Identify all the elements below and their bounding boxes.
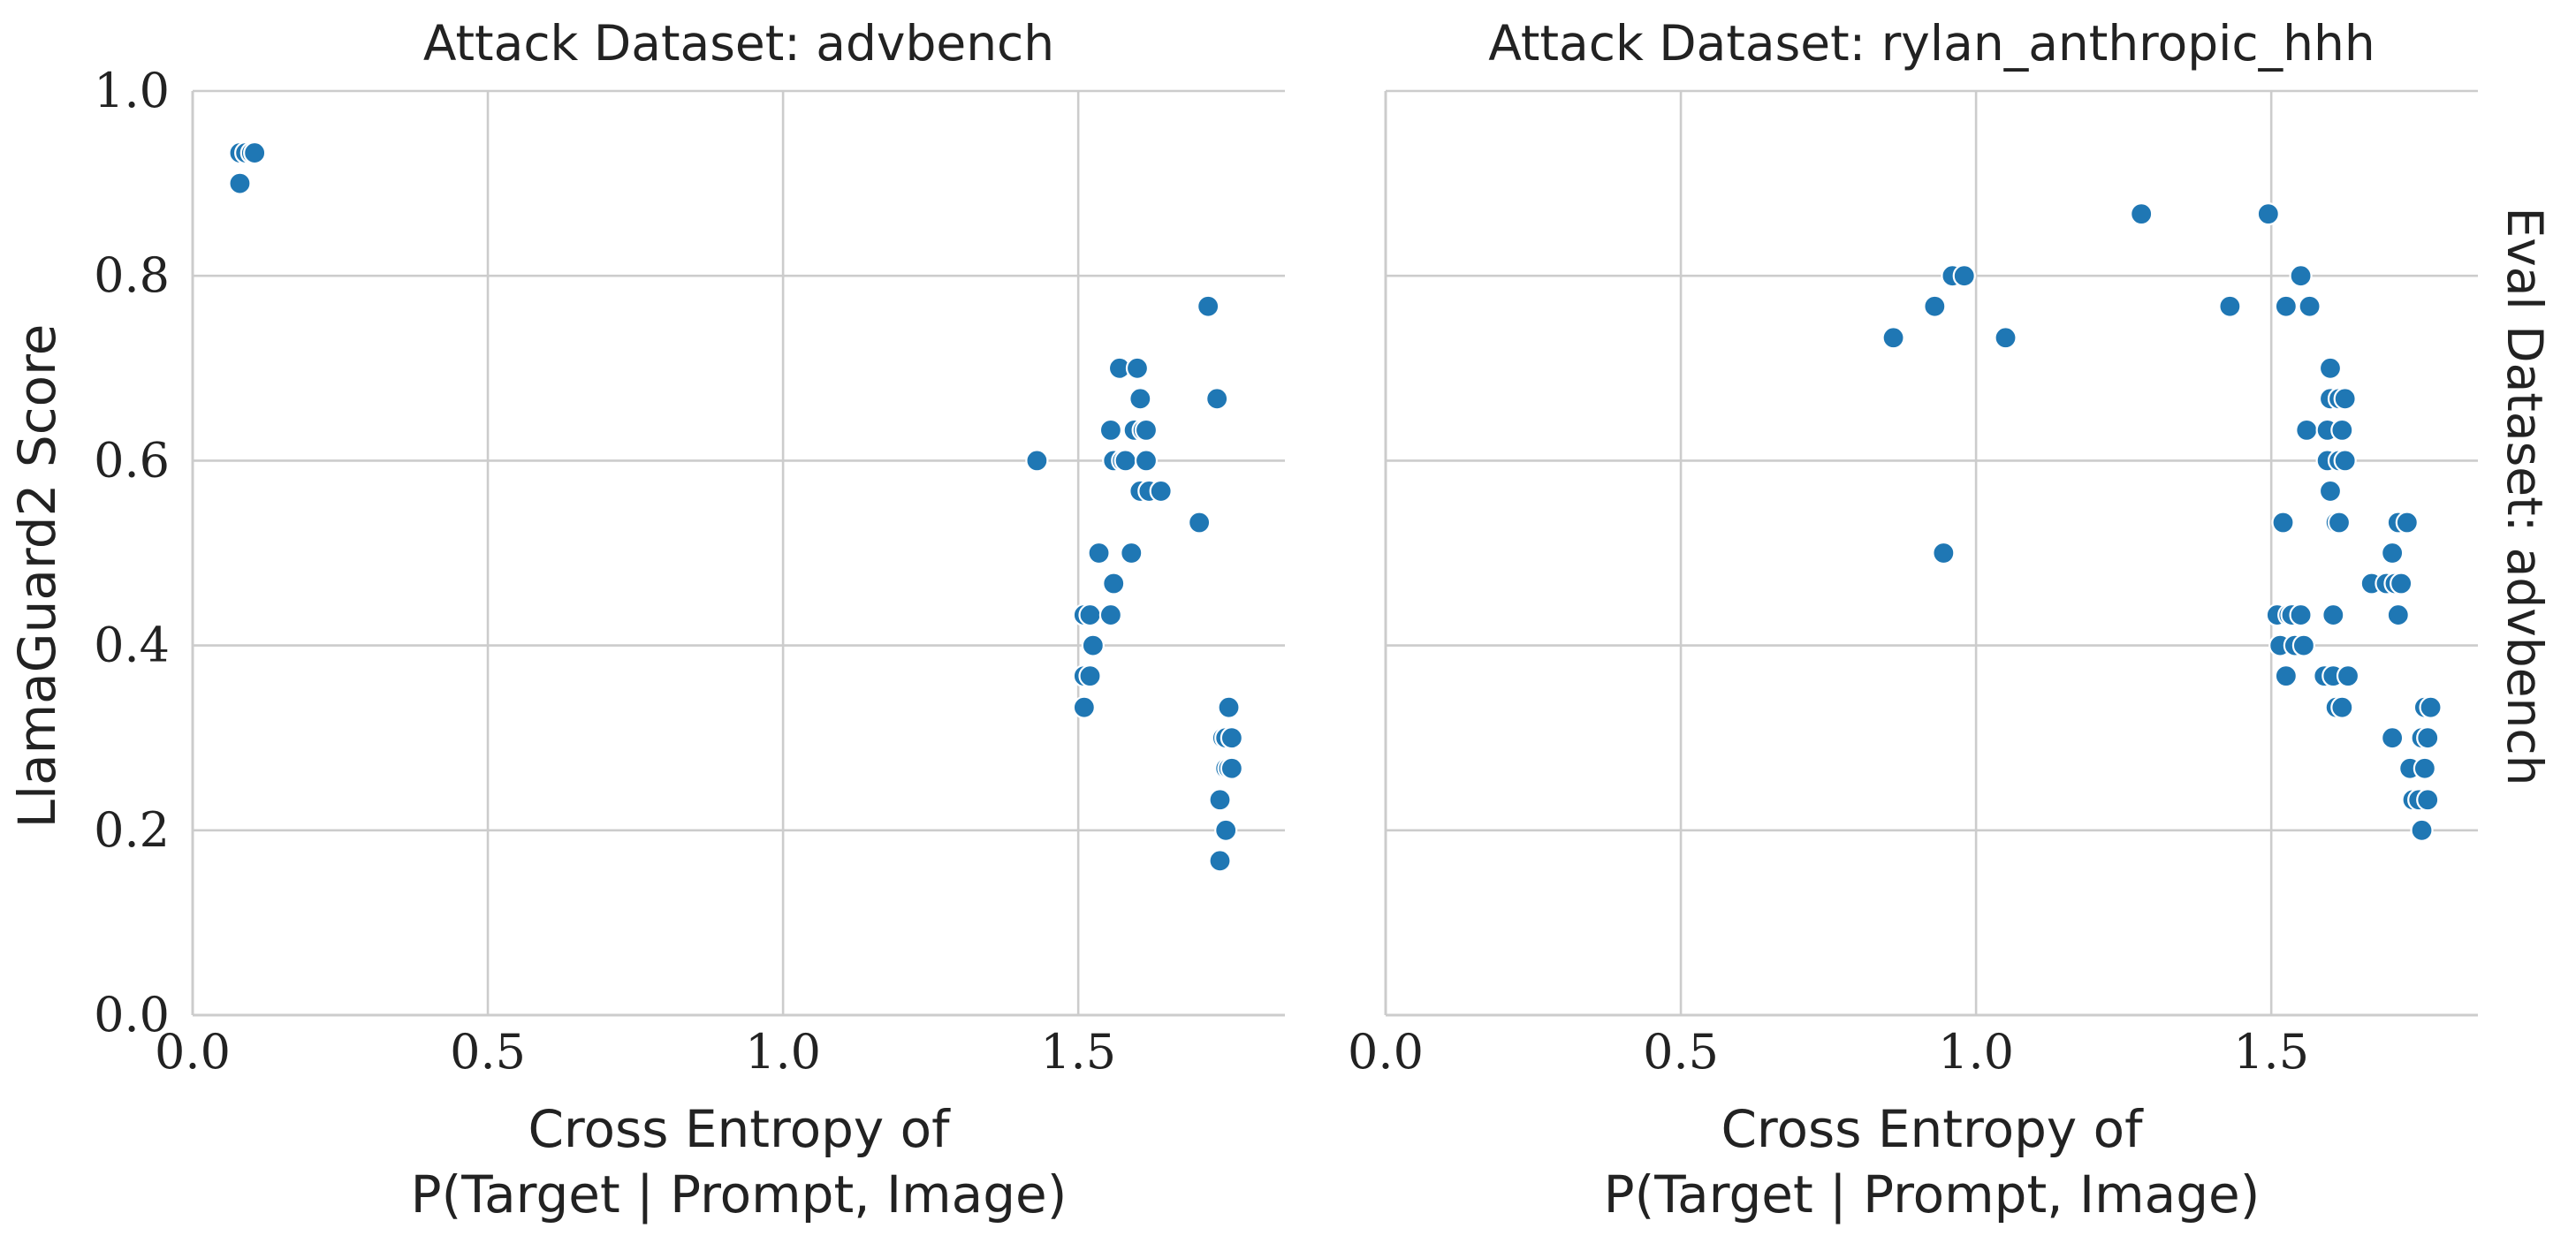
scatter-point: [1149, 479, 1173, 504]
right-x-axis-label-line1: Cross Entropy of: [1721, 1099, 2144, 1159]
scatter-point: [1125, 356, 1150, 380]
scatter-point: [1128, 387, 1152, 411]
scatter-point: [1098, 418, 1123, 442]
right-tick-labels: 0.0 0.5 1.0 1.5: [1348, 1024, 2309, 1080]
scatter-point: [1220, 726, 1243, 750]
scatter-point: [2271, 511, 2295, 535]
scatter-point: [2410, 818, 2434, 842]
x-tick-label: 1.5: [1040, 1024, 1116, 1080]
scatter-point: [1113, 449, 1137, 473]
scatter-point: [1098, 603, 1123, 627]
left-x-axis-label-line1: Cross Entropy of: [528, 1099, 951, 1159]
scatter-point: [1025, 449, 1049, 473]
y-tick-label: 0.4: [94, 618, 170, 673]
scatter-point: [2274, 664, 2298, 688]
y-tick-label: 0.6: [94, 432, 170, 488]
scatter-point: [2318, 479, 2343, 504]
scatter-point: [2381, 726, 2405, 750]
scatter-point: [1952, 264, 1976, 288]
right-x-axis-label-line2: P(Target | Prompt, Image): [1604, 1164, 2261, 1224]
left-panel-title: Attack Dataset: advbench: [423, 15, 1054, 72]
y-tick-label: 0.0: [94, 987, 170, 1042]
right-spines: [1384, 91, 2478, 1017]
left-x-axis-label-line2: P(Target | Prompt, Image): [411, 1164, 1068, 1224]
scatter-point: [2289, 264, 2313, 288]
y-tick-label: 1.0: [94, 63, 170, 118]
row-facet-label: Eval Dataset: advbench: [2496, 207, 2553, 785]
scatter-point: [1120, 541, 1144, 565]
scatter-point: [1994, 326, 2017, 350]
x-tick-label: 0.5: [450, 1024, 526, 1080]
left-gridlines: [193, 89, 1285, 1015]
left-points: [228, 140, 1243, 873]
y-axis-label: LlamaGuard2 Score: [7, 324, 67, 829]
scatter-point: [2413, 756, 2436, 780]
right-panel-title: Attack Dataset: rylan_anthropic_hhh: [1488, 15, 2375, 72]
x-tick-label: 1.0: [745, 1024, 821, 1080]
x-tick-label: 0.5: [1643, 1024, 1719, 1080]
scatter-point: [1081, 633, 1105, 657]
scatter-point: [2386, 603, 2410, 627]
x-tick-label: 0.0: [155, 1024, 231, 1080]
left-panel: 0.0 0.5 1.0 1.5 0.0 0.2 0.4 0.6 0.8 1.0 Attack Da…: [7, 15, 1285, 1224]
scatter-point: [2327, 511, 2352, 535]
y-tick-label: 0.2: [94, 802, 170, 858]
scatter-point: [1881, 326, 1905, 350]
x-tick-label: 0.0: [1348, 1024, 1424, 1080]
scatter-point: [2419, 695, 2443, 719]
scatter-point: [1197, 294, 1220, 318]
scatter-point: [1214, 818, 1238, 842]
x-tick-label: 1.5: [2233, 1024, 2309, 1080]
scatter-point: [2298, 294, 2321, 318]
scatter-point: [1134, 449, 1159, 473]
scatter-point: [2218, 294, 2242, 318]
scatter-point: [1208, 788, 1232, 812]
scatter-point: [2291, 633, 2316, 657]
scatter-point: [1078, 603, 1102, 627]
scatter-point: [1923, 294, 1947, 318]
scatter-point: [2416, 788, 2440, 812]
scatter-point: [2336, 664, 2360, 688]
y-tick-label: 0.8: [94, 247, 170, 303]
scatter-point: [1134, 418, 1159, 442]
left-spines: [191, 91, 1285, 1017]
scatter-point: [2321, 603, 2345, 627]
scatter-point: [243, 140, 267, 165]
scatter-point: [1220, 756, 1243, 780]
scatter-point: [1072, 695, 1096, 719]
scatter-point: [2416, 726, 2440, 750]
right-gridlines: [1386, 89, 2478, 1015]
scatter-point: [1217, 695, 1241, 719]
scatter-point: [1932, 541, 1956, 565]
scatter-point: [1205, 387, 1229, 411]
scatter-point: [1087, 541, 1111, 565]
scatter-point: [1102, 572, 1126, 595]
scatter-point: [1188, 511, 1212, 535]
scatter-point: [1078, 664, 1102, 688]
scatter-point: [2390, 572, 2413, 595]
scatter-point: [2330, 418, 2354, 442]
right-panel: 0.0 0.5 1.0 1.5 Attack Dataset: rylan_anthr…: [1348, 15, 2553, 1224]
x-tick-label: 1.0: [1938, 1024, 2014, 1080]
left-tick-labels: 0.0 0.5 1.0 1.5 0.0 0.2 0.4 0.6 0.8 1.0: [94, 63, 1116, 1080]
scatter-point: [228, 171, 252, 195]
scatter-point: [2333, 387, 2357, 411]
scatter-point: [2330, 695, 2354, 719]
scatter-point: [2381, 541, 2405, 565]
scatter-point: [2274, 294, 2298, 318]
right-points: [1881, 202, 2443, 842]
scatter-point: [2130, 202, 2154, 226]
scatter-point: [2289, 603, 2313, 627]
scatter-point: [2318, 356, 2343, 380]
scatter-point: [1208, 849, 1232, 873]
scatter-point: [2333, 449, 2357, 473]
scatter-point: [2395, 511, 2419, 535]
scatter-point: [2256, 202, 2280, 226]
scatter-point: [2295, 418, 2319, 442]
